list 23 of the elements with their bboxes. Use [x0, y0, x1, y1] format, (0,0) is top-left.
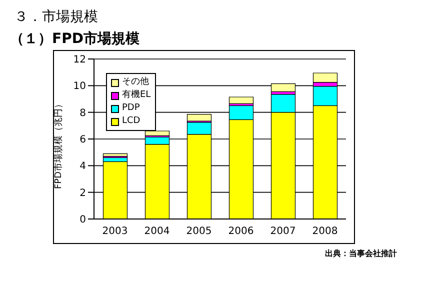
y-tick-label: 6 — [80, 134, 86, 146]
source-note: 出典：当事会社推計 — [324, 248, 397, 259]
x-tick-label: 2005 — [186, 226, 212, 238]
y-axis-title: FPD市場規模（兆円） — [53, 99, 64, 189]
legend-label: LCD — [122, 115, 140, 128]
y-tick-label: 4 — [80, 161, 86, 172]
y-tick-label: 10 — [73, 81, 86, 92]
y-tick-label: 8 — [80, 108, 86, 119]
chart-title: ３．市場規模 — [14, 8, 99, 26]
chart-subtitle: （１）FPD市場規模 — [10, 30, 140, 48]
x-tick-label: 2004 — [144, 226, 170, 238]
bar — [312, 72, 338, 83]
legend-label: 有機EL — [122, 89, 151, 102]
x-tick-label: 2006 — [228, 226, 254, 238]
x-tick-label: 2008 — [312, 226, 338, 238]
y-tick-label: 12 — [73, 54, 86, 66]
legend-label: PDP — [122, 102, 140, 115]
x-tick-label: 2003 — [102, 226, 128, 238]
y-tick-label: 2 — [80, 188, 86, 199]
x-tick-label: 2007 — [270, 226, 296, 238]
y-tick-label: 0 — [80, 214, 86, 226]
bar — [228, 96, 254, 104]
legend-label: その他 — [122, 76, 149, 89]
